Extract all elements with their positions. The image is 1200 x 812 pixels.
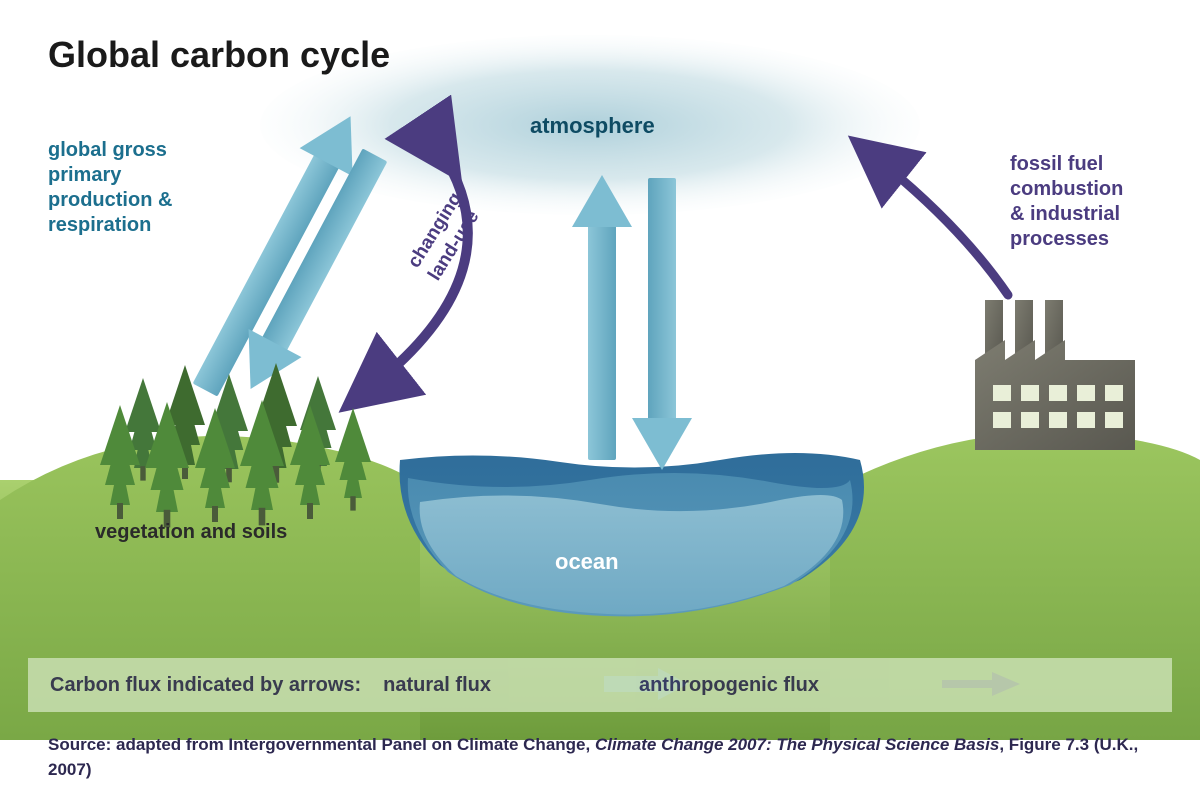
legend-anthro-text: anthropogenic flux — [639, 674, 819, 697]
fossil-label: fossil fuel combustion & industrial proc… — [1010, 152, 1123, 252]
pp-line1: global gross — [48, 139, 167, 161]
ff-line3: & industrial — [1010, 203, 1120, 225]
pp-line2: primary — [48, 164, 121, 186]
ff-line2: combustion — [1010, 178, 1123, 200]
legend-prefix: Carbon flux indicated by arrows: — [50, 674, 361, 697]
factory-icon — [975, 300, 1135, 450]
ff-line4: processes — [1010, 228, 1109, 250]
anthro-arrow-fossil — [876, 158, 1008, 295]
pp-line4: respiration — [48, 214, 151, 236]
source-ital: Climate Change 2007: The Physical Scienc… — [595, 735, 999, 754]
diagram-canvas: Global carbon cycle atmosphere global gr… — [0, 0, 1200, 807]
legend-natural-text: natural flux — [383, 674, 491, 697]
natural-arrow-ocean-up — [572, 175, 632, 460]
ff-line1: fossil fuel — [1010, 153, 1103, 175]
ocean-label: ocean — [555, 548, 619, 576]
source-citation: Source: adapted from Intergovernmental P… — [48, 733, 1152, 782]
pp-line3: production & — [48, 189, 172, 211]
primary-production-label: global gross primary production & respir… — [48, 138, 172, 238]
diagram-title: Global carbon cycle — [48, 34, 390, 76]
source-pre: Source: adapted from Intergovernmental P… — [48, 735, 595, 754]
atmosphere-label: atmosphere — [530, 112, 655, 140]
vegetation-label: vegetation and soils — [95, 520, 287, 545]
legend-bar: Carbon flux indicated by arrows: natural… — [28, 658, 1172, 712]
natural-arrow-ocean-down — [632, 178, 692, 470]
